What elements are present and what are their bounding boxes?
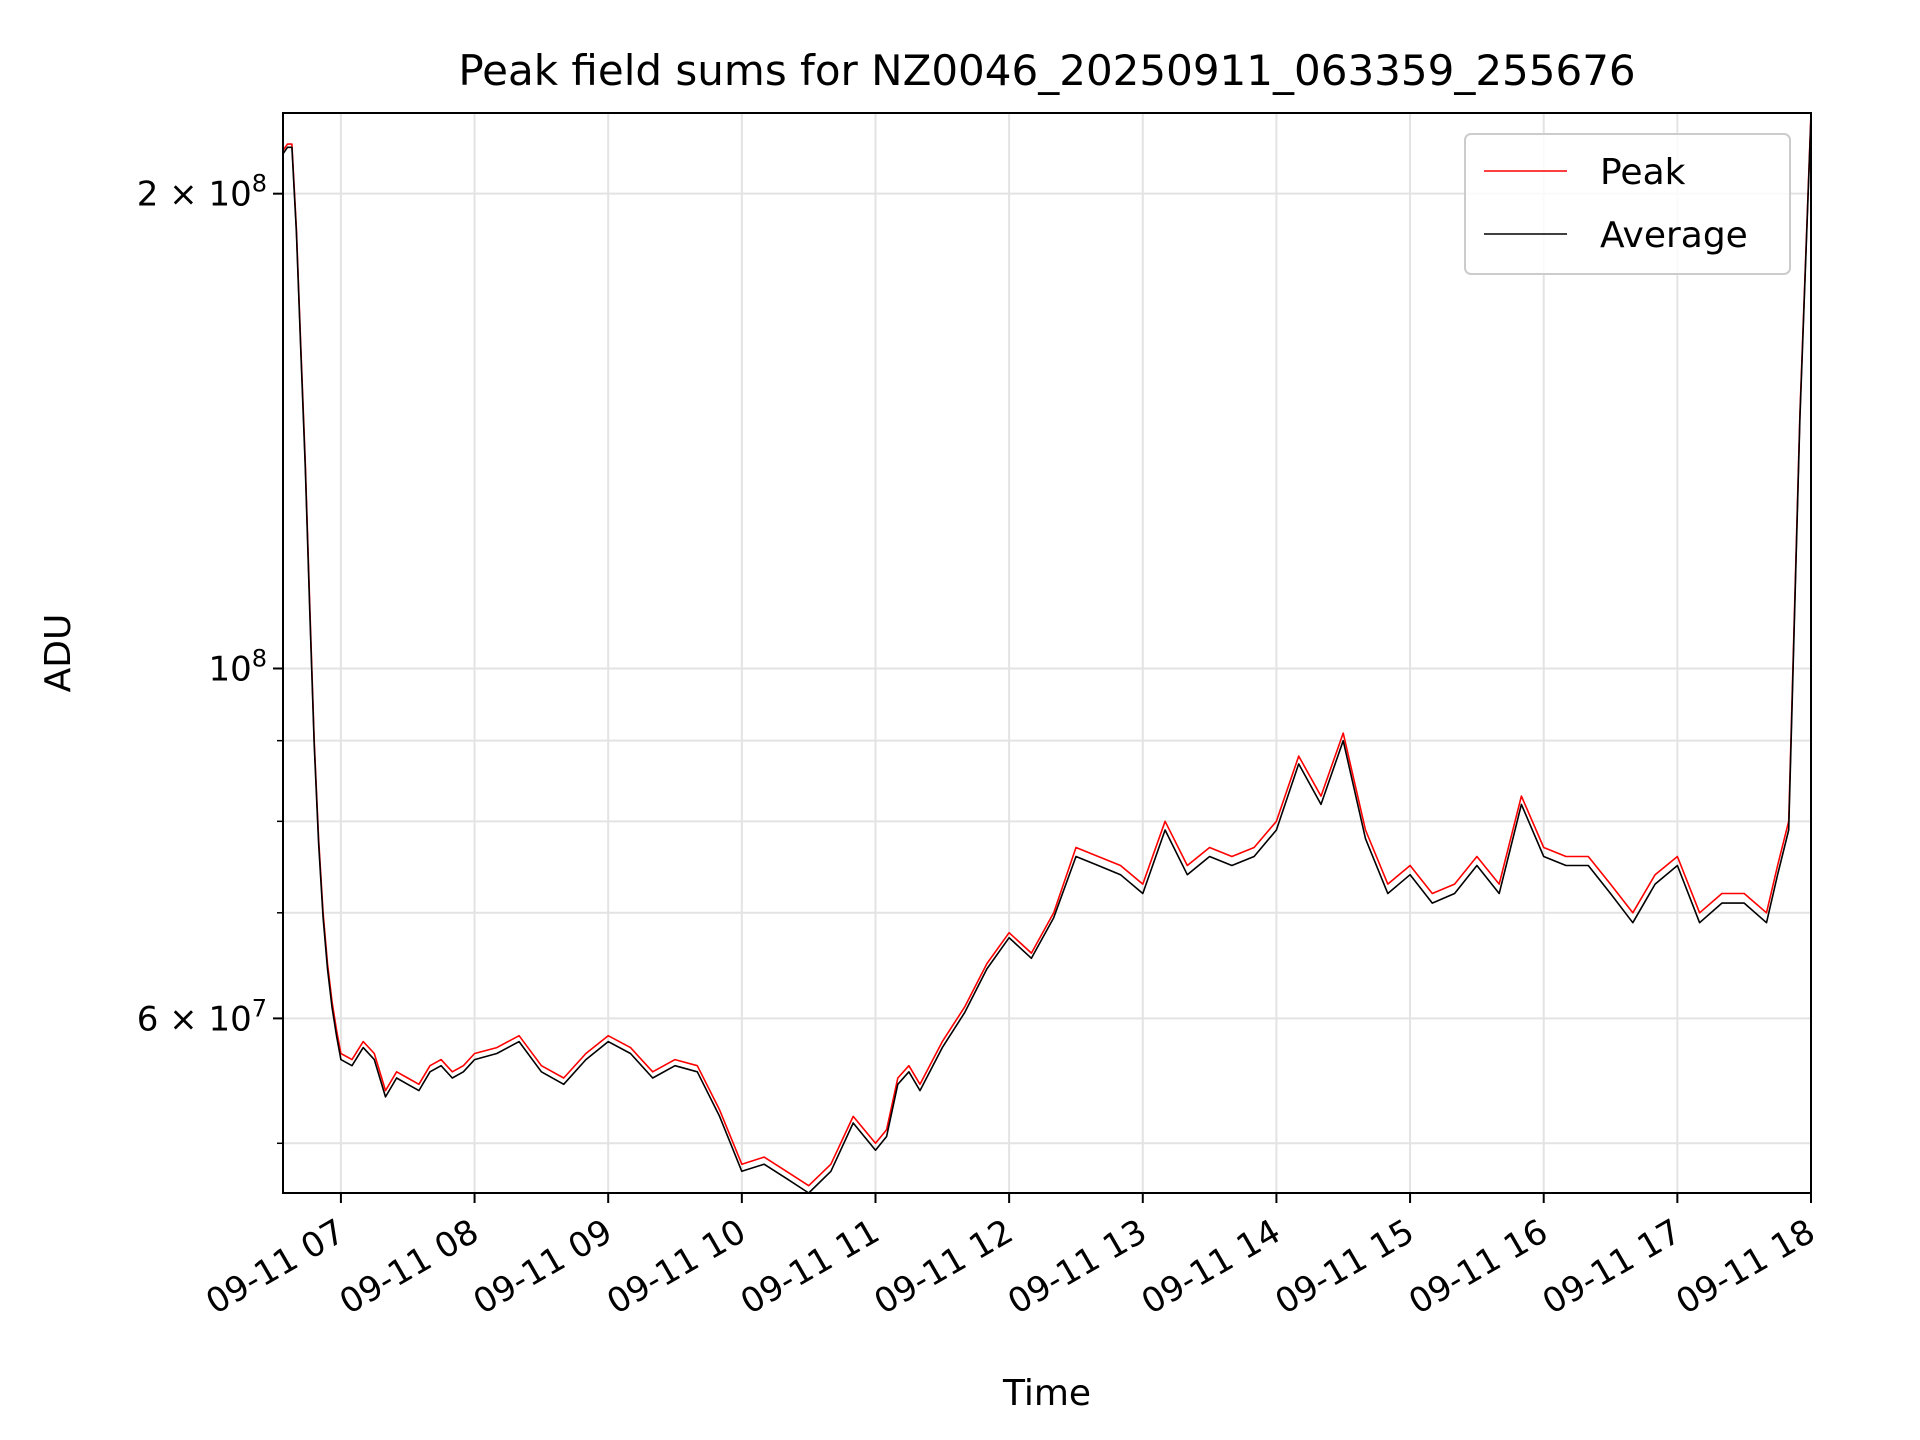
y-axis-label: ADU xyxy=(38,614,79,693)
y-tick-label: 6 × 107 xyxy=(137,994,267,1039)
chart-title: Peak field sums for NZ0046_20250911_0633… xyxy=(458,46,1635,95)
legend: Peak Average xyxy=(1465,134,1790,274)
legend-label-average: Average xyxy=(1600,215,1748,256)
legend-label-peak: Peak xyxy=(1600,152,1686,193)
x-axis-label: Time xyxy=(1002,1373,1091,1414)
y-tick-label: 2 × 108 xyxy=(137,170,267,215)
